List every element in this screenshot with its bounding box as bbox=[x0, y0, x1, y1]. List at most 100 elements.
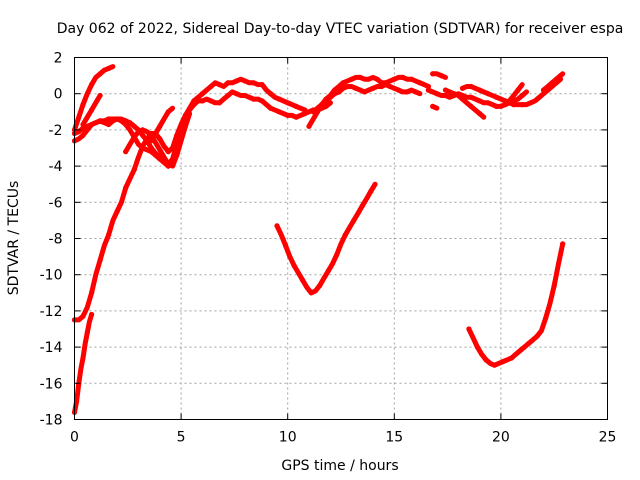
data-point-arc-2 bbox=[216, 82, 223, 88]
data-point-arc-11 bbox=[378, 83, 385, 90]
data-point-arc-11 bbox=[327, 94, 333, 100]
data-point-arc-11 bbox=[370, 85, 376, 91]
data-point-arc-3 bbox=[106, 121, 112, 128]
data-point-arc-13 bbox=[430, 71, 436, 77]
data-point-arc-19 bbox=[526, 340, 532, 347]
data-point-arc-3 bbox=[276, 109, 282, 115]
data-point-arc-10 bbox=[425, 83, 431, 90]
data-point-arc-3 bbox=[259, 98, 265, 104]
data-point-arc-3 bbox=[208, 98, 214, 104]
y-tick-label: -8 bbox=[49, 232, 63, 248]
data-point-arc-10 bbox=[357, 74, 363, 80]
data-point-arc-11 bbox=[310, 109, 316, 115]
data-point-arc-19 bbox=[474, 344, 480, 350]
data-point-arc-3 bbox=[199, 98, 205, 104]
x-tick-label: 0 bbox=[70, 430, 79, 446]
data-point-arc-8 bbox=[148, 138, 154, 144]
data-point-arc-18 bbox=[549, 80, 555, 86]
x-tick-label: 5 bbox=[177, 430, 186, 446]
data-point-arc-16 bbox=[519, 102, 525, 108]
data-point-arc-15 bbox=[442, 87, 449, 93]
data-point-arc-7 bbox=[140, 127, 146, 133]
data-point-arc-10 bbox=[408, 76, 414, 82]
data-point-arc-10 bbox=[349, 76, 355, 82]
y-axis-label: SDTVAR / TECUs bbox=[6, 181, 22, 296]
data-point-arc-10 bbox=[366, 76, 372, 82]
data-point-arc-11 bbox=[361, 89, 368, 95]
y-tick-label: -18 bbox=[40, 413, 63, 429]
data-point-arc-10 bbox=[374, 76, 380, 82]
data-point-arc-7 bbox=[157, 147, 163, 153]
x-tick-label: 20 bbox=[492, 430, 510, 446]
data-point-arc-14 bbox=[494, 103, 500, 109]
y-tick-label: -16 bbox=[40, 376, 63, 392]
data-point-arc-11 bbox=[353, 85, 359, 91]
x-tick-label: 25 bbox=[599, 430, 617, 446]
data-point-arc-2 bbox=[293, 103, 299, 109]
data-point-arc-19 bbox=[509, 355, 515, 361]
y-tick-label: -10 bbox=[40, 268, 63, 284]
data-point-arc-2 bbox=[89, 290, 95, 296]
data-point-arc-17 bbox=[515, 87, 521, 93]
data-point-arc-19 bbox=[560, 241, 566, 247]
data-point-arc-11 bbox=[404, 89, 410, 95]
data-point-arc-19 bbox=[551, 283, 557, 289]
data-point-arc-3 bbox=[242, 92, 248, 99]
data-point-arc-18 bbox=[558, 73, 564, 79]
data-point-arc-9 bbox=[351, 217, 357, 223]
data-point-arc-2 bbox=[106, 232, 112, 238]
data-point-arc-11 bbox=[413, 89, 419, 95]
data-point-arc-9 bbox=[359, 203, 365, 209]
data-point-arc-14 bbox=[485, 100, 491, 106]
data-point-arc-3 bbox=[302, 111, 308, 117]
y-tick-label: 2 bbox=[54, 51, 63, 67]
data-point-arc-3 bbox=[233, 91, 240, 97]
data-point-arc-2 bbox=[123, 185, 129, 191]
data-point-arc-19 bbox=[483, 357, 489, 363]
data-point-arc-3 bbox=[285, 112, 291, 118]
data-point-arc-16 bbox=[536, 94, 542, 100]
data-point-arc-2 bbox=[268, 91, 274, 97]
data-point-arc-9 bbox=[342, 232, 348, 238]
data-point-arc-8 bbox=[157, 123, 163, 129]
data-point-arc-9 bbox=[308, 290, 314, 296]
data-point-arc-6 bbox=[157, 156, 163, 162]
data-point-arc-9 bbox=[317, 283, 323, 289]
y-tick-label: -2 bbox=[49, 123, 63, 139]
data-point-arc-16 bbox=[459, 85, 466, 91]
data-point-arc-9 bbox=[300, 277, 306, 283]
data-point-arc-2 bbox=[276, 96, 282, 102]
data-point-arc-16 bbox=[485, 91, 491, 97]
data-point-arc-3 bbox=[140, 132, 146, 138]
series-arc-1 bbox=[72, 312, 95, 415]
data-point-arc-2 bbox=[259, 82, 265, 88]
data-point-arc-16 bbox=[468, 83, 474, 90]
data-point-arc-2 bbox=[251, 80, 257, 86]
data-point-arc-7 bbox=[131, 134, 137, 140]
data-point-arc-6 bbox=[97, 118, 103, 124]
data-point-arc-6 bbox=[140, 145, 146, 151]
data-point-arc-5 bbox=[97, 92, 103, 99]
x-tick-label: 15 bbox=[385, 430, 403, 446]
y-tick-label: -12 bbox=[40, 304, 63, 320]
data-point-arc-17 bbox=[506, 98, 512, 104]
data-point-arc-3 bbox=[293, 114, 299, 120]
data-point-arc-19 bbox=[517, 348, 523, 354]
tick-layer: 0 5 10 15 20 25 -18 -16 -14 -12 -10 -8 -6 -4 -2 0 2 bbox=[40, 51, 617, 446]
x-axis-label: GPS time / hours bbox=[281, 458, 398, 474]
data-point-arc-2 bbox=[233, 78, 240, 84]
y-tick-label: -14 bbox=[40, 340, 63, 356]
data-point-arc-2 bbox=[97, 257, 103, 263]
data-point-arc-7 bbox=[165, 161, 171, 167]
data-point-arc-7 bbox=[182, 123, 188, 129]
data-point-arc-3 bbox=[216, 100, 223, 106]
data-point-arc-19 bbox=[534, 333, 540, 339]
data-point-arc-15 bbox=[451, 91, 457, 97]
y-tick-label: 0 bbox=[54, 87, 63, 103]
data-point-arc-3 bbox=[80, 132, 86, 138]
data-point-arc-6 bbox=[89, 121, 95, 128]
data-point-arc-7 bbox=[174, 152, 180, 158]
data-point-arc-2 bbox=[165, 149, 171, 155]
data-point-arc-6 bbox=[106, 116, 112, 122]
